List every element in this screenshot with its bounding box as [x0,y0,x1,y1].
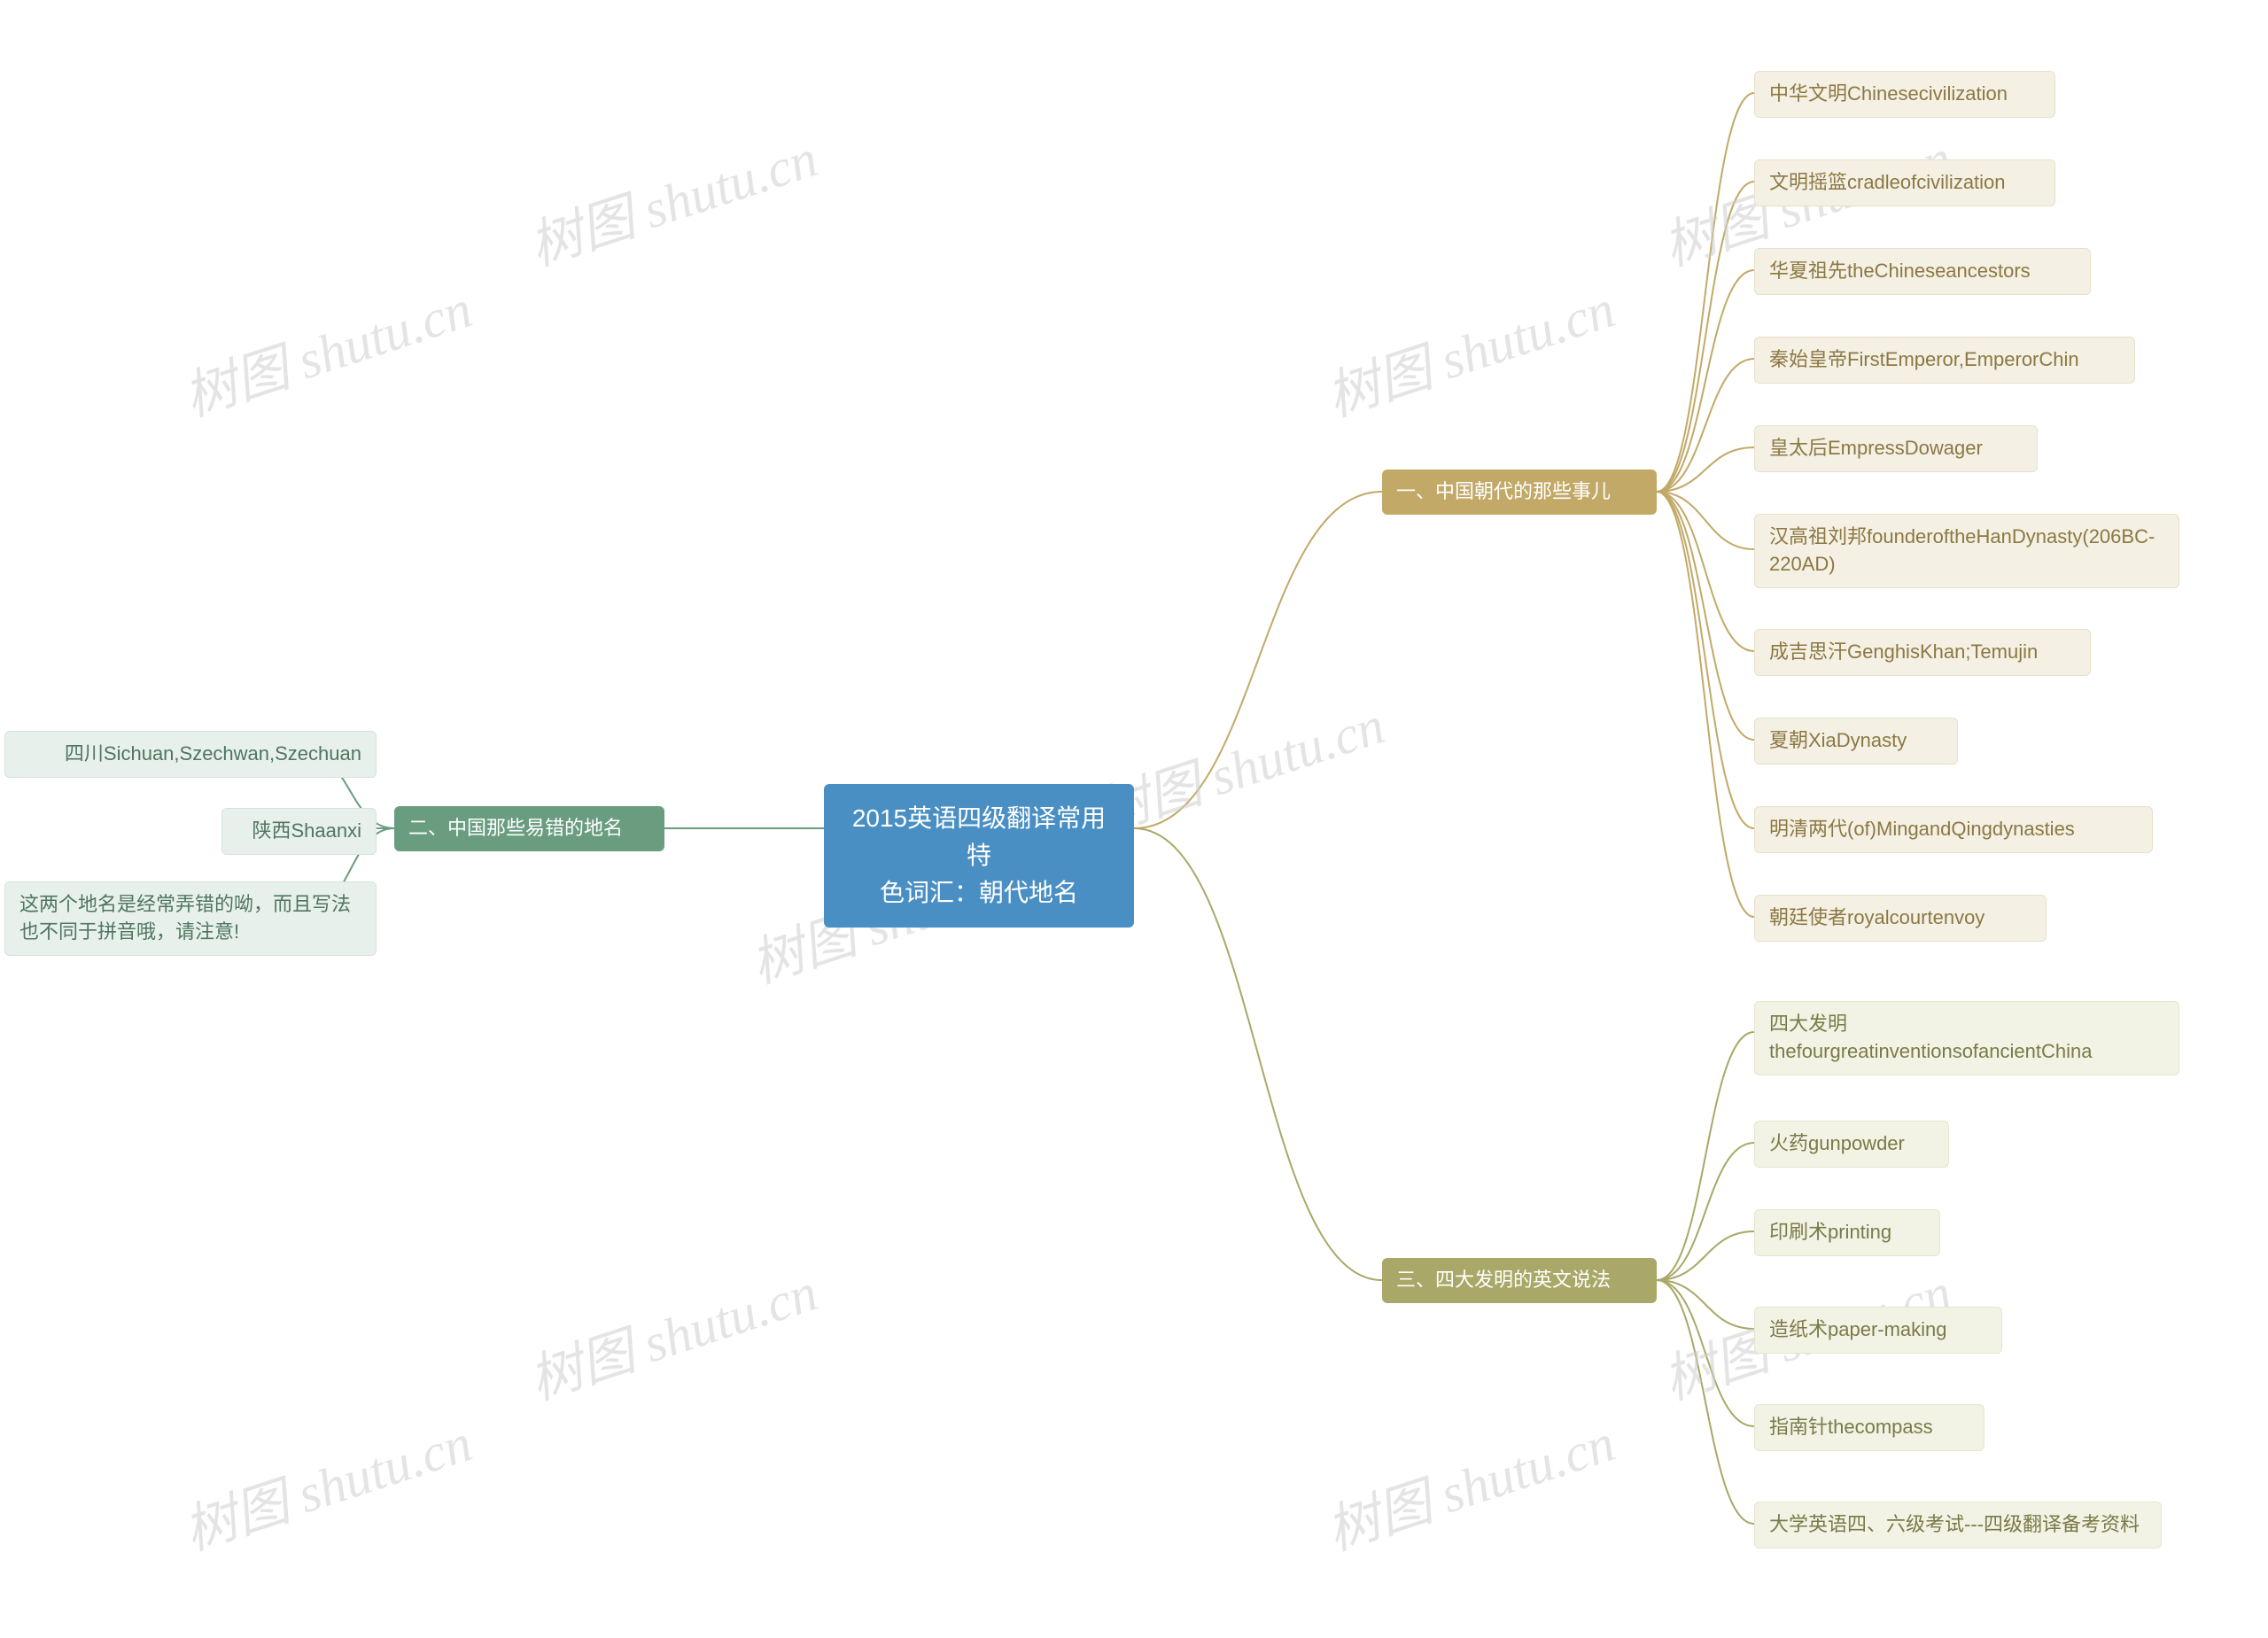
leaf-text: 汉高祖刘邦founderoftheHanDynasty(206BC-220AD) [1769,525,2155,575]
leaf-text: 造纸术paper-making [1769,1318,1947,1340]
watermark: 树图 shutu.cn [173,1400,480,1565]
branch-2-label: 二、中国那些易错的地名 [408,817,623,839]
leaf-1-9[interactable]: 朝廷使者royalcourtenvoy [1754,895,2047,942]
leaf-2-1[interactable]: 陕西Shaanxi [221,808,377,855]
leaf-text: 这两个地名是经常弄错的呦，而且写法也不同于拼音哦，请注意! [19,893,351,943]
branch-1-label: 一、中国朝代的那些事儿 [1396,480,1611,502]
watermark: 树图 shutu.cn [518,115,826,281]
center-topic-text: 2015英语四级翻译常用特色词汇：朝代地名 [852,804,1106,906]
leaf-text: 朝廷使者royalcourtenvoy [1769,906,1984,928]
leaf-text: 火药gunpowder [1769,1132,1905,1154]
leaf-text: 中华文明Chinesecivilization [1769,82,2008,105]
leaf-3-3[interactable]: 造纸术paper-making [1754,1307,2002,1354]
leaf-3-5[interactable]: 大学英语四、六级考试---四级翻译备考资料 [1754,1502,2162,1549]
leaf-text: 四大发明thefourgreatinventionsofancientChina [1769,1013,2092,1062]
leaf-text: 华夏祖先theChineseancestors [1769,260,2031,282]
branch-2[interactable]: 二、中国那些易错的地名 [394,806,664,851]
leaf-1-0[interactable]: 中华文明Chinesecivilization [1754,71,2055,118]
watermark: 树图 shutu.cn [1316,1400,1623,1565]
watermark: 树图 shutu.cn [518,1249,826,1415]
leaf-1-5[interactable]: 汉高祖刘邦founderoftheHanDynasty(206BC-220AD) [1754,514,2179,588]
leaf-2-2[interactable]: 这两个地名是经常弄错的呦，而且写法也不同于拼音哦，请注意! [4,881,377,956]
leaf-2-0[interactable]: 四川Sichuan,Szechwan,Szechuan [4,731,377,778]
leaf-text: 夏朝XiaDynasty [1769,729,1907,751]
leaf-text: 四川Sichuan,Szechwan,Szechuan [65,742,361,765]
leaf-text: 陕西Shaanxi [252,819,361,842]
leaf-1-2[interactable]: 华夏祖先theChineseancestors [1754,248,2091,295]
watermark: 树图 shutu.cn [1316,266,1623,431]
leaf-text: 大学英语四、六级考试---四级翻译备考资料 [1769,1513,2140,1535]
leaf-text: 印刷术printing [1769,1221,1891,1243]
leaf-3-4[interactable]: 指南针thecompass [1754,1404,1984,1451]
leaf-text: 明清两代(of)MingandQingdynasties [1769,818,2075,840]
leaf-1-1[interactable]: 文明摇篮cradleofcivilization [1754,159,2055,206]
leaf-3-0[interactable]: 四大发明thefourgreatinventionsofancientChina [1754,1001,2179,1075]
center-topic[interactable]: 2015英语四级翻译常用特色词汇：朝代地名 [824,784,1134,928]
leaf-1-4[interactable]: 皇太后EmpressDowager [1754,425,2038,472]
leaf-text: 指南针thecompass [1769,1416,1933,1438]
leaf-1-3[interactable]: 秦始皇帝FirstEmperor,EmperorChin [1754,337,2135,384]
leaf-text: 成吉思汗GenghisKhan;Temujin [1769,640,2038,663]
leaf-1-8[interactable]: 明清两代(of)MingandQingdynasties [1754,806,2153,853]
leaf-text: 秦始皇帝FirstEmperor,EmperorChin [1769,348,2079,370]
branch-1[interactable]: 一、中国朝代的那些事儿 [1382,470,1657,515]
leaf-1-6[interactable]: 成吉思汗GenghisKhan;Temujin [1754,629,2091,676]
leaf-1-7[interactable]: 夏朝XiaDynasty [1754,718,1958,765]
leaf-3-2[interactable]: 印刷术printing [1754,1209,1940,1256]
watermark: 树图 shutu.cn [173,266,480,431]
branch-3[interactable]: 三、四大发明的英文说法 [1382,1258,1657,1303]
leaf-text: 文明摇篮cradleofcivilization [1769,171,2006,193]
leaf-text: 皇太后EmpressDowager [1769,437,1983,459]
leaf-3-1[interactable]: 火药gunpowder [1754,1121,1949,1168]
branch-3-label: 三、四大发明的英文说法 [1396,1269,1611,1291]
